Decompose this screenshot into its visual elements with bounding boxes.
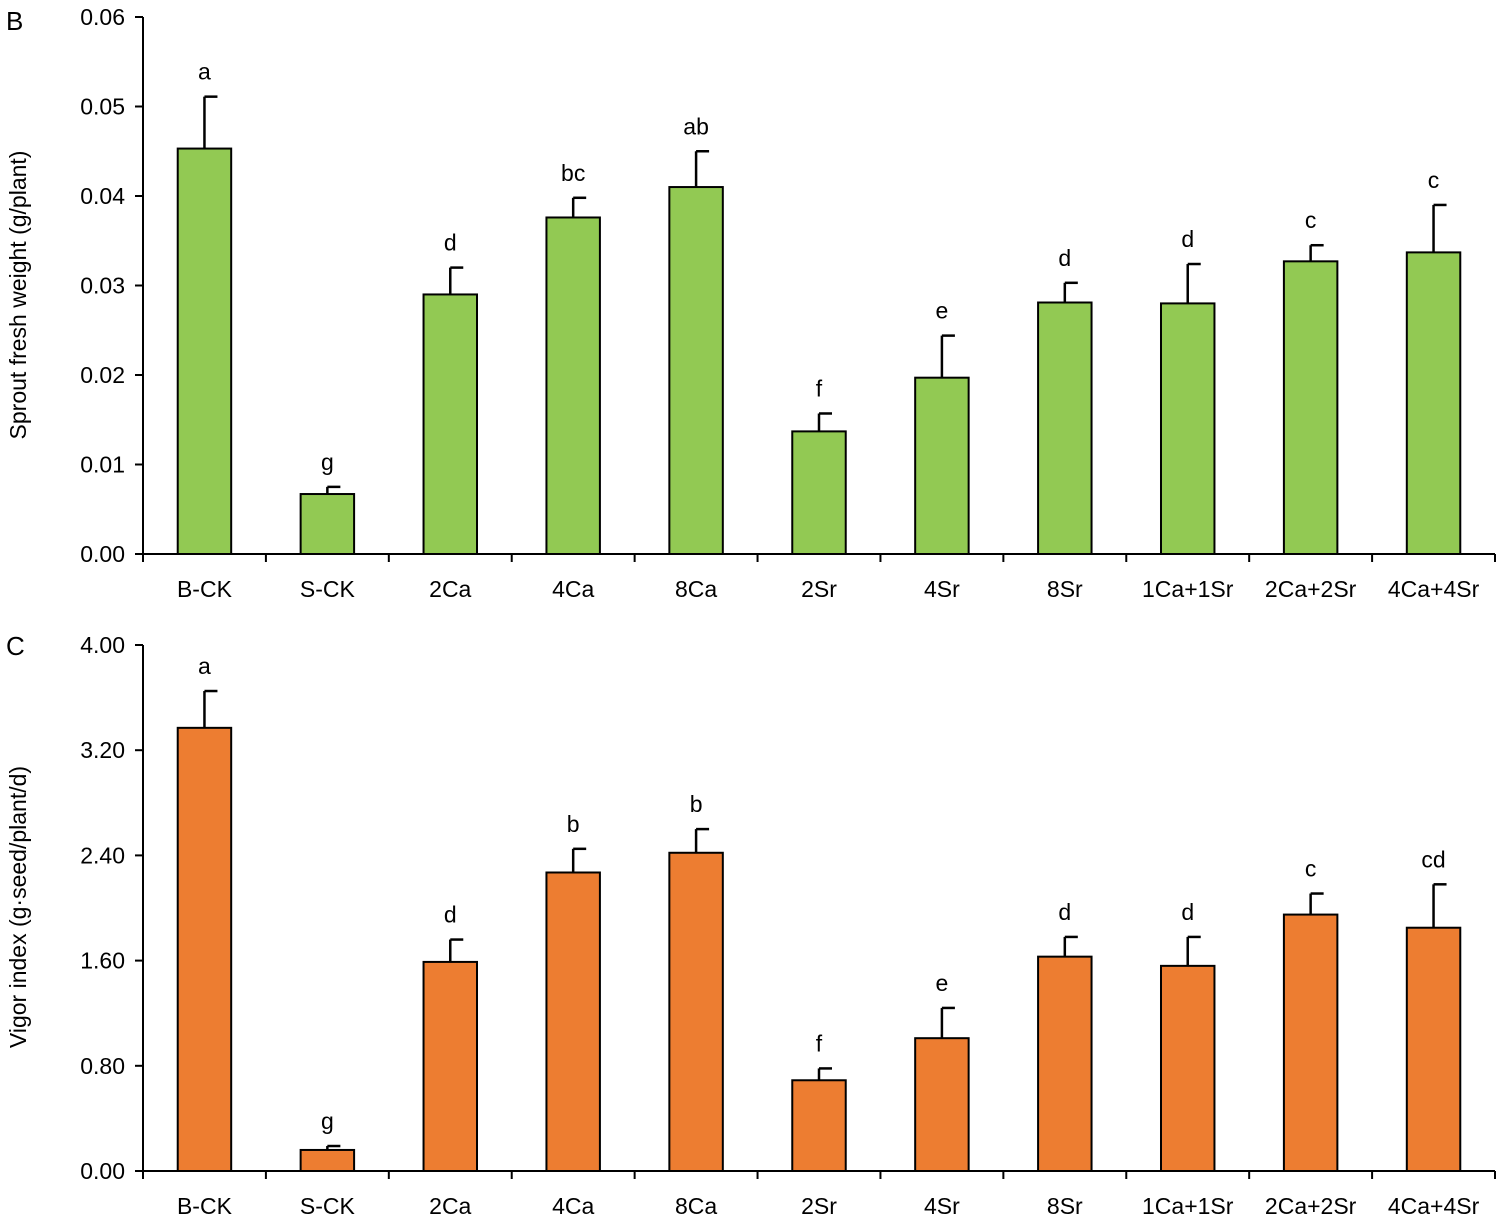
panel-b-bar-8Ca	[668, 186, 724, 556]
panel-b-significance-letter-1Ca+1Sr: d	[1181, 226, 1194, 252]
panel-c-category-label-2Ca+2Sr: 2Ca+2Sr	[1265, 1193, 1357, 1217]
panel-c-significance-letter-8Ca: b	[690, 791, 703, 817]
panel-c-bar-8Ca	[668, 851, 724, 1173]
panel-c-category-label-4Sr: 4Sr	[924, 1193, 960, 1217]
panel-b-category-label-4Ca: 4Ca	[552, 576, 594, 602]
panel-b-significance-letter-2Ca+2Sr: c	[1305, 207, 1317, 233]
panel-c-significance-letter-B-CK: a	[198, 653, 211, 679]
panel-c-bar-1Ca+1Sr	[1159, 964, 1216, 1172]
panel-b-significance-letter-4Sr: e	[936, 298, 949, 324]
panel-c-chart: C Vigor index (g·seed/plant/d) 0.00 0.80 1…	[5, 631, 1496, 1217]
panel-c-y-tick-label: 0.00	[80, 1158, 125, 1184]
panel-c-category-label-4Ca: 4Ca	[552, 1193, 594, 1217]
panel-c-plot-area: 0.00 0.80 1.60 2.40 3.20 4.00 a B-CK g S-CK d 2Ca b 4…	[80, 632, 1496, 1217]
panel-b-significance-letter-8Ca: ab	[683, 113, 709, 139]
panel-c-category-label-2Sr: 2Sr	[801, 1193, 837, 1217]
panel-c-bar-B-CK	[176, 726, 233, 1172]
panel-b-y-axis-label: Sprout fresh weight (g/plant)	[5, 151, 31, 440]
panel-c-significance-letter-4Sr: e	[936, 970, 949, 996]
panel-b-y-tick-label: 0.04	[80, 183, 125, 209]
panel-b-significance-letter-8Sr: d	[1058, 245, 1071, 271]
panel-b-plot-area: 0.00 0.01 0.02 0.03 0.04 0.05 0.06 a B-CK g S-CK d 2…	[80, 4, 1496, 602]
panel-b-category-label-8Ca: 8Ca	[675, 576, 717, 602]
panel-c-category-label-S-CK: S-CK	[300, 1193, 356, 1217]
panel-b-y-tick-label: 0.06	[80, 4, 125, 30]
panel-b-category-label-S-CK: S-CK	[300, 576, 356, 602]
panel-b-bar-1Ca+1Sr	[1159, 302, 1216, 555]
panel-b-y-tick-label: 0.03	[80, 273, 125, 299]
panel-c-bar-4Ca	[545, 871, 601, 1172]
panel-c-significance-letter-2Sr: f	[816, 1030, 823, 1056]
panel-c-bar-4Sr	[914, 1037, 970, 1173]
panel-b-chart: B Sprout fresh weight (g/plant) 0.00 0.01…	[5, 4, 1496, 602]
panel-b-significance-letter-2Ca: d	[444, 230, 457, 256]
panel-b-category-label-2Sr: 2Sr	[801, 576, 837, 602]
panel-b-bar-2Sr	[791, 430, 847, 556]
panel-b-significance-letter-2Sr: f	[816, 375, 823, 401]
panel-c-y-tick-label: 1.60	[80, 948, 125, 974]
panel-b-y-tick-label: 0.05	[80, 94, 125, 120]
panel-c-y-axis-label: Vigor index (g·seed/plant/d)	[5, 766, 31, 1048]
panel-b-category-label-2Ca+2Sr: 2Ca+2Sr	[1265, 576, 1357, 602]
panel-c-category-label-2Ca: 2Ca	[429, 1193, 471, 1217]
panel-c-bar-2Ca+2Sr	[1282, 913, 1339, 1172]
panel-b-category-label-4Ca+4Sr: 4Ca+4Sr	[1388, 576, 1480, 602]
panel-b-y-tick-label: 0.01	[80, 452, 125, 478]
panel-b-y-tick-label: 0.00	[80, 541, 125, 567]
panel-c-significance-letter-4Ca: b	[567, 811, 580, 837]
panel-c-y-tick-label: 3.20	[80, 737, 125, 763]
panel-b-bar-4Ca	[545, 216, 601, 555]
panel-c-category-label-4Ca+4Sr: 4Ca+4Sr	[1388, 1193, 1480, 1217]
panel-b-bar-B-CK	[176, 147, 233, 555]
panel-c-bar-8Sr	[1037, 955, 1093, 1173]
panel-b-bar-4Ca+4Sr	[1405, 251, 1462, 555]
panel-c-bar-S-CK	[299, 1148, 356, 1172]
panel-b-bar-2Ca	[422, 293, 479, 555]
panel-c-y-tick-label: 4.00	[80, 632, 125, 658]
panel-c-significance-letter-8Sr: d	[1058, 899, 1071, 925]
panel-b-bar-2Ca+2Sr	[1282, 260, 1339, 555]
panel-c-y-tick-label: 0.80	[80, 1053, 125, 1079]
panel-c-significance-letter-2Ca: d	[444, 902, 457, 928]
panel-c-y-tick-label: 2.40	[80, 842, 125, 868]
panel-b-letter: B	[6, 6, 23, 36]
panel-c-category-label-B-CK: B-CK	[177, 1193, 233, 1217]
panel-b-significance-letter-B-CK: a	[198, 59, 211, 85]
panel-c-significance-letter-4Ca+4Sr: cd	[1421, 846, 1445, 872]
panel-b-category-label-2Ca: 2Ca	[429, 576, 471, 602]
panel-b-category-label-B-CK: B-CK	[177, 576, 233, 602]
panel-c-significance-letter-S-CK: g	[321, 1108, 334, 1134]
panel-b-category-label-8Sr: 8Sr	[1047, 576, 1083, 602]
panel-c-bar-2Ca	[422, 960, 479, 1172]
panel-c-bar-2Sr	[791, 1079, 847, 1173]
panel-c-significance-letter-1Ca+1Sr: d	[1181, 899, 1194, 925]
panel-b-bar-8Sr	[1037, 301, 1093, 555]
panel-c-letter: C	[6, 631, 25, 661]
panel-b-bar-4Sr	[914, 376, 970, 555]
panel-b-bar-S-CK	[299, 493, 356, 556]
panel-b-significance-letter-4Ca+4Sr: c	[1428, 167, 1440, 193]
panel-b-category-label-4Sr: 4Sr	[924, 576, 960, 602]
panel-b-category-label-1Ca+1Sr: 1Ca+1Sr	[1142, 576, 1234, 602]
panel-c-bar-4Ca+4Sr	[1405, 926, 1462, 1172]
panel-c-significance-letter-2Ca+2Sr: c	[1305, 856, 1317, 882]
panel-b-significance-letter-S-CK: g	[321, 449, 334, 475]
panel-c-category-label-1Ca+1Sr: 1Ca+1Sr	[1142, 1193, 1234, 1217]
panel-b-y-tick-label: 0.02	[80, 362, 125, 388]
panel-c-category-label-8Ca: 8Ca	[675, 1193, 717, 1217]
panel-c-category-label-8Sr: 8Sr	[1047, 1193, 1083, 1217]
panel-b-significance-letter-4Ca: bc	[561, 160, 585, 186]
